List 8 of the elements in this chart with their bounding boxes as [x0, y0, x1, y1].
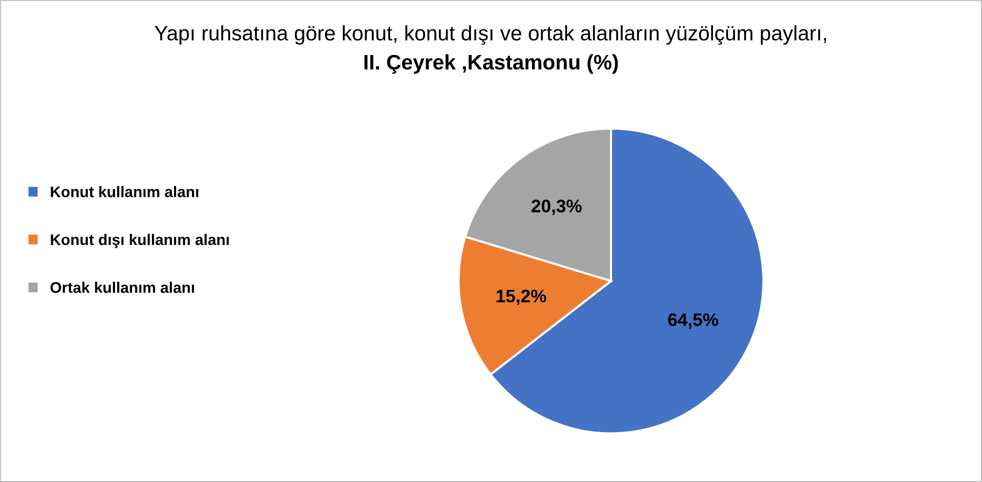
legend-label: Ortak kullanım alanı: [50, 282, 194, 293]
data-label: 15,2%: [496, 290, 546, 306]
data-label: 64,5%: [668, 313, 718, 329]
chart-subtitle: II. Çeyrek ,Kastamonu (%): [364, 54, 618, 74]
legend-label: Konut kullanım alanı: [50, 186, 198, 198]
data-label: 20,3%: [532, 200, 582, 216]
chart-title: Yapı ruhsatına göre konut, konut dışı ve ortak alanların yüzölçüm payları,: [154, 25, 826, 45]
legend-label: Konut dışı kullanım alanı: [50, 234, 229, 248]
